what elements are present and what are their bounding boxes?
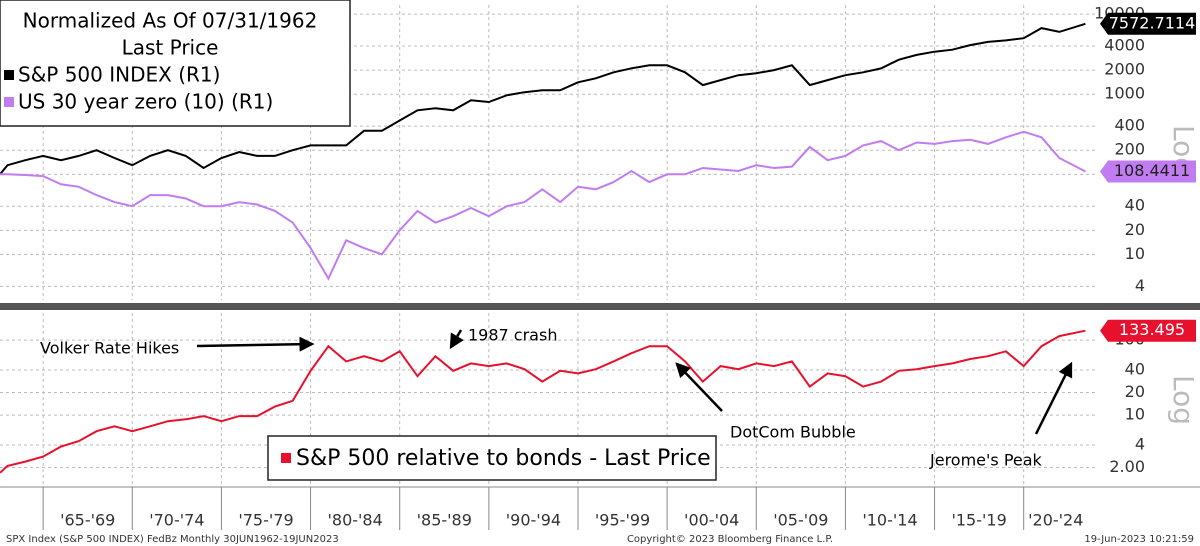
y-tick-label: 2000 (1104, 60, 1145, 79)
legend-box (267, 435, 717, 481)
legend-title: Normalized As Of 07/31/1962 (23, 9, 318, 33)
annotation-arrow (675, 362, 723, 412)
annotation-arrow (1034, 361, 1073, 435)
series-line (0, 130, 1086, 281)
footer-center: Copyright© 2023 Bloomberg Finance L.P. (627, 534, 833, 545)
y-tick-label: 1000 (1104, 84, 1145, 103)
footer-right: 19-Jun-2023 10:21:59 (1084, 534, 1194, 545)
x-tick-label: '65-'69 (60, 511, 115, 530)
y-tick-label: 40 (1125, 359, 1145, 378)
x-tick-label: '95-'99 (595, 511, 650, 530)
last-value-label: 108.4411 (1114, 161, 1190, 180)
x-tick-label: '80-'84 (327, 511, 382, 530)
y-tick-label: 20 (1125, 220, 1145, 239)
series-line (0, 22, 1086, 175)
y-axis-label: Log (1167, 375, 1200, 425)
legend-label: US 30 year zero (10) (R1) (18, 90, 273, 114)
x-tick-label: '70-'74 (149, 511, 204, 530)
y-tick-label: 10 (1125, 405, 1145, 424)
annotation: Volker Rate Hikes (40, 339, 179, 358)
legend-swatch (4, 97, 14, 107)
x-tick-label: '00-'04 (684, 511, 739, 530)
legend-box (0, 0, 351, 127)
y-tick-label: 200 (1114, 140, 1145, 159)
panel-divider (0, 303, 1200, 310)
annotation-arrow (196, 336, 315, 352)
y-tick-label: 4000 (1104, 36, 1145, 55)
footer-left: SPX Index (S&P 500 INDEX) FedBz Monthly … (6, 534, 339, 545)
annotation-arrow (449, 329, 464, 350)
x-tick-label: '75-'79 (238, 511, 293, 530)
legend-swatch (281, 453, 291, 463)
legend-label: S&P 500 relative to bonds - Last Price (296, 446, 711, 471)
x-tick-label: '05-'09 (773, 511, 828, 530)
y-tick-label: 40 (1125, 196, 1145, 215)
last-value-label: 133.495 (1119, 320, 1185, 339)
y-tick-label: 20 (1125, 382, 1145, 401)
y-tick-label: 400 (1114, 116, 1145, 135)
y-tick-label: 10 (1125, 244, 1145, 263)
x-tick-label: '85-'89 (417, 511, 472, 530)
legend-subtitle: Last Price (122, 36, 219, 60)
legend-swatch (4, 70, 14, 80)
x-tick-label: '20-'24 (1028, 511, 1083, 530)
y-tick-label: 2.00 (1109, 457, 1145, 476)
last-value-label: 7572.7114 (1109, 13, 1196, 32)
annotation: 1987 crash (468, 326, 557, 345)
legend-label: S&P 500 INDEX (R1) (18, 63, 220, 87)
y-tick-label: 4 (1135, 276, 1145, 295)
last-value-box (1100, 160, 1196, 183)
annotation: Jerome's Peak (929, 451, 1043, 470)
last-value-box (1100, 319, 1196, 342)
annotation: DotCom Bubble (730, 423, 856, 442)
last-value-box (1100, 12, 1196, 35)
series-line (0, 329, 1086, 474)
x-tick-label: '10-'14 (862, 511, 917, 530)
x-tick-label: '15-'19 (951, 511, 1006, 530)
x-tick-label: '90-'94 (506, 511, 561, 530)
y-tick-label: 4 (1135, 434, 1145, 453)
